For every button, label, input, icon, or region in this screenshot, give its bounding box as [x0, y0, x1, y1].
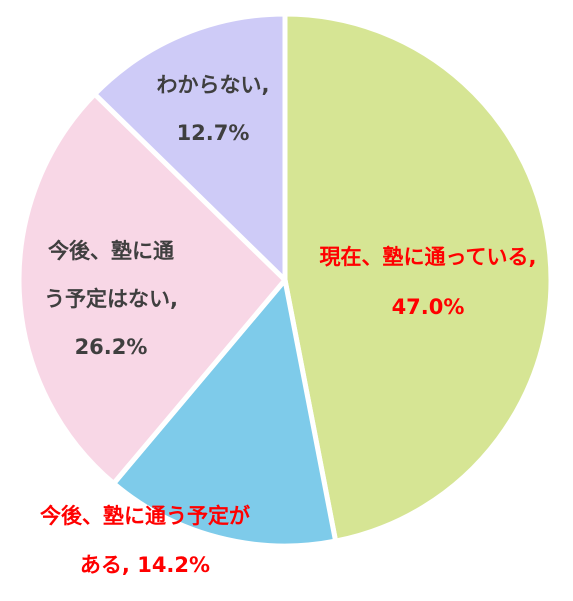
- slice-label-line: 今後、塾に通: [48, 239, 174, 263]
- slice-label-line: わからない,: [157, 73, 270, 97]
- slice-label-line: ある, 14.2%: [80, 553, 210, 577]
- slice-label-3: 今後、塾に通う予定はない, 26.2%: [44, 239, 178, 359]
- slice-labels: 現在、塾に通っている, 47.0%今後、塾に通う予定がある, 14.2%今後、塾に…: [40, 73, 536, 577]
- slice-label-line: 12.7%: [177, 121, 250, 145]
- pie-slice-2: [111, 277, 339, 549]
- slice-label-line: 26.2%: [75, 335, 148, 359]
- slice-label-2: 今後、塾に通う予定がある, 14.2%: [40, 504, 250, 577]
- pie-slice-4: [92, 11, 288, 283]
- pie-slices: [16, 11, 554, 549]
- slice-label-1: 現在、塾に通っている, 47.0%: [320, 245, 537, 319]
- slice-label-line: 現在、塾に通っている,: [320, 245, 537, 269]
- slice-label-line: 今後、塾に通う予定が: [40, 504, 250, 528]
- pie-slice-3: [16, 91, 288, 486]
- slice-label-4: わからない, 12.7%: [157, 73, 270, 145]
- slice-label-line: う予定はない,: [44, 287, 178, 311]
- pie-slice-1: [282, 11, 554, 544]
- slice-label-line: 47.0%: [392, 295, 465, 319]
